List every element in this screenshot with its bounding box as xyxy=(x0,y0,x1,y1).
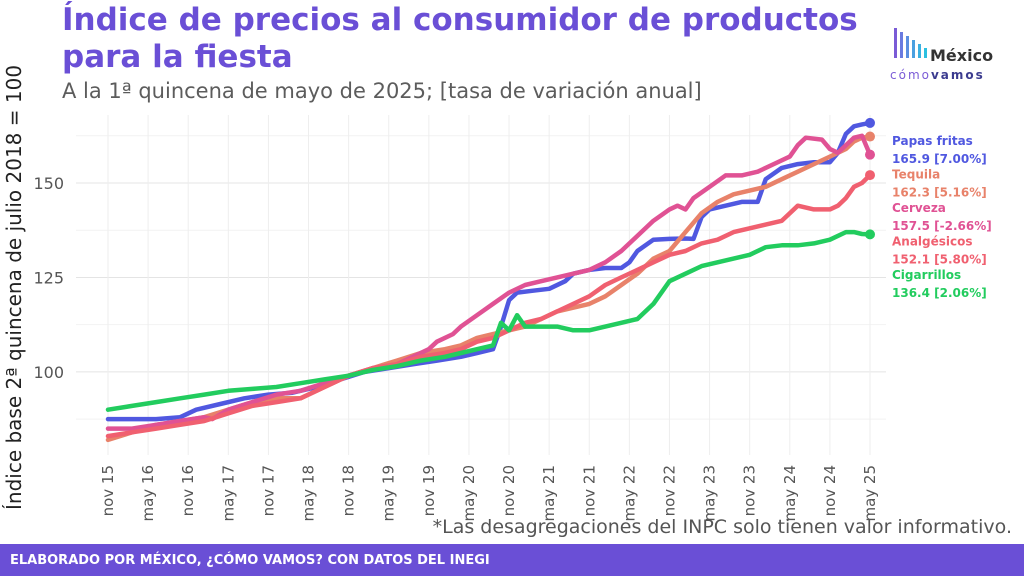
x-tick-label: may 18 xyxy=(300,465,318,522)
series-end-point xyxy=(865,149,875,160)
x-tick-label: nov 24 xyxy=(821,465,839,516)
series-end-point xyxy=(865,229,875,240)
logo-bars-icon xyxy=(894,28,927,58)
x-tick-label: nov 19 xyxy=(420,465,438,516)
x-tick-label: may 20 xyxy=(460,465,478,522)
series-end-point xyxy=(865,131,875,142)
x-tick-label: nov 15 xyxy=(99,465,117,516)
series-value-label: 165.9 [7.00%] xyxy=(892,152,987,166)
x-tick-label: nov 22 xyxy=(660,465,678,516)
logo-word: México xyxy=(930,46,994,65)
x-tick-label: nov 21 xyxy=(580,465,598,516)
x-tick-label: may 24 xyxy=(781,465,799,522)
x-tick-label: may 22 xyxy=(620,465,638,522)
footer-bar: ELABORADO POR MÉXICO, ¿CÓMO VAMOS? CON D… xyxy=(0,544,1024,576)
x-tick-label: nov 18 xyxy=(340,465,358,516)
series-line xyxy=(105,120,873,422)
y-tick-label: 100 xyxy=(33,363,64,382)
series-line xyxy=(105,172,873,439)
series-value-label: 162.3 [5.16%] xyxy=(892,186,987,200)
logo-sub: cómovamos xyxy=(890,68,985,82)
series-line xyxy=(105,229,873,412)
chart-subtitle: A la 1ª quincena de mayo de 2025; [tasa … xyxy=(62,79,702,103)
series-value-label: 152.1 [5.80%] xyxy=(892,253,987,267)
series-end-point xyxy=(865,170,875,181)
x-tick-label: may 23 xyxy=(701,465,719,522)
x-tick-label: may 19 xyxy=(380,465,398,522)
x-tick-label: nov 23 xyxy=(741,465,759,516)
series-name-label: Papas fritas xyxy=(892,134,973,148)
line-chart: 100 125 150 nov 15 may 16 nov 16 may 17 nov 17 m… xyxy=(33,115,992,522)
footnote: *Las desagregaciones del INPC solo tiene… xyxy=(432,516,1012,538)
series-name-label: Cigarrillos xyxy=(892,268,961,282)
series-line xyxy=(105,133,873,431)
series-value-label: 157.5 [-2.66%] xyxy=(892,219,992,233)
series-line xyxy=(105,134,873,443)
series-name-label: Cerveza xyxy=(892,201,946,215)
chart-title: Índice de precios al consumidor de produ… xyxy=(62,2,858,75)
x-tick-label: nov 16 xyxy=(179,465,197,516)
x-tick-label: may 21 xyxy=(540,465,558,522)
y-tick-label: 125 xyxy=(33,268,64,287)
x-tick-label: nov 20 xyxy=(500,465,518,516)
x-tick-label: may 17 xyxy=(219,465,237,522)
mexico-como-vamos-logo: México cómovamos xyxy=(890,26,1010,86)
series-name-label: Tequila xyxy=(892,168,940,182)
x-tick-label: may 25 xyxy=(861,465,879,522)
x-tick-label: may 16 xyxy=(139,465,157,522)
series-value-label: 136.4 [2.06%] xyxy=(892,286,987,300)
footer-text: ELABORADO POR MÉXICO, ¿CÓMO VAMOS? CON D… xyxy=(10,553,490,568)
series-name-label: Analgésicos xyxy=(892,235,973,249)
y-tick-label: 150 xyxy=(33,174,64,193)
x-tick-label: nov 17 xyxy=(259,465,277,516)
series-end-point xyxy=(865,117,875,128)
